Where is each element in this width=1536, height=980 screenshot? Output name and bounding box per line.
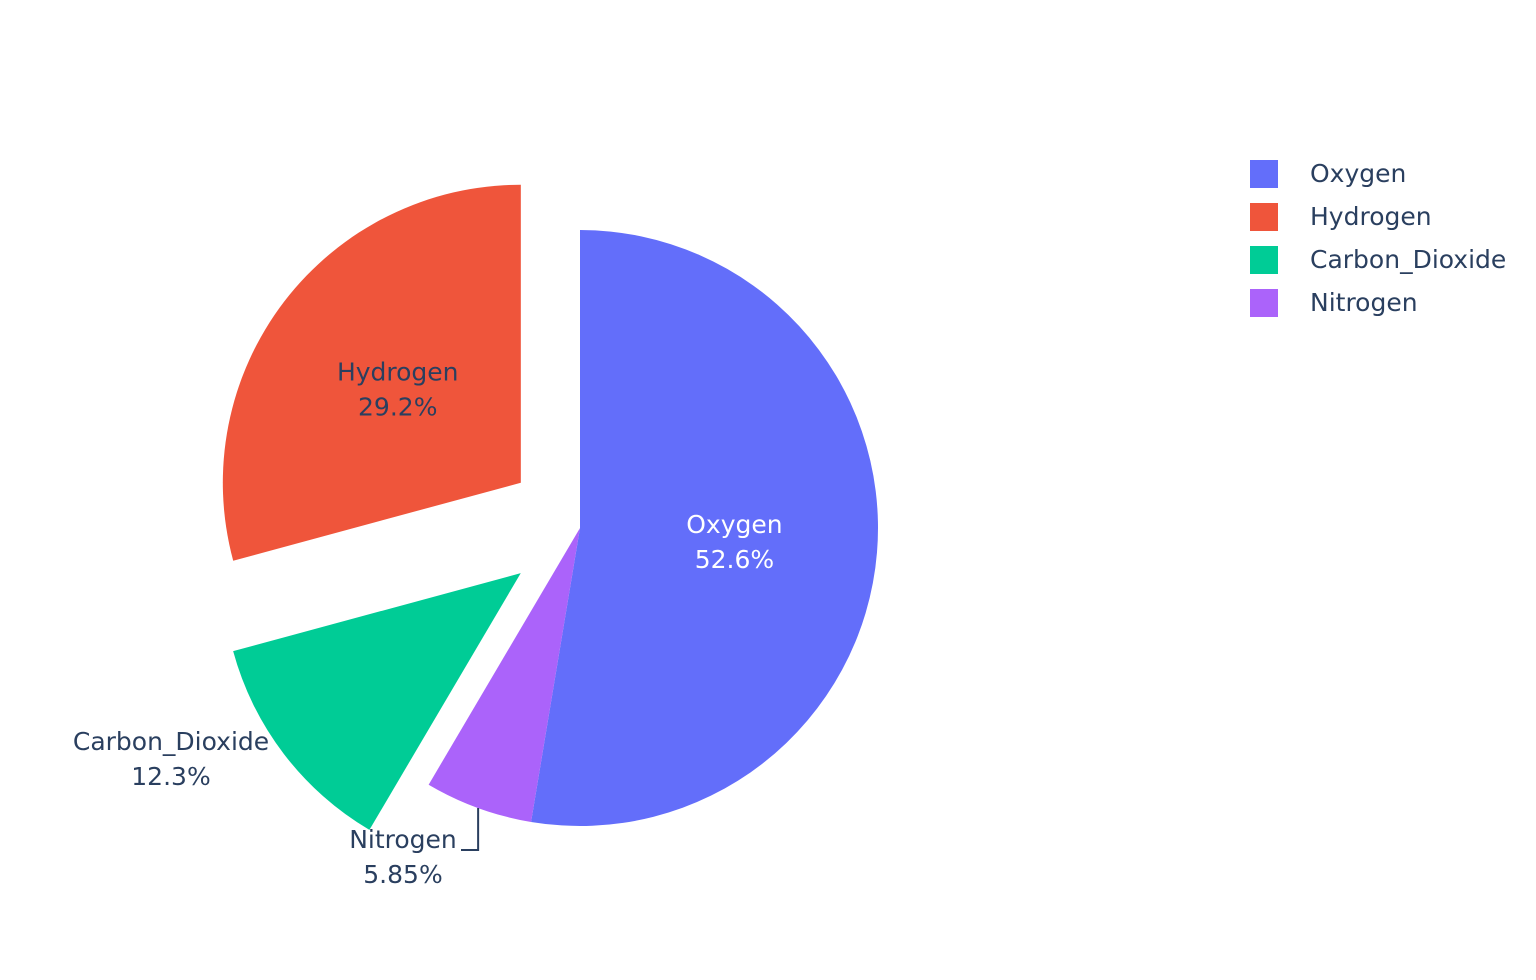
pie-slice-nitrogen[interactable] [428, 528, 580, 822]
legend-item-hydrogen[interactable]: Hydrogen [1250, 195, 1506, 238]
legend-item-oxygen[interactable]: Oxygen [1250, 152, 1506, 195]
pie-labels: Oxygen 52.6% Nitrogen 5.85% Carbon_Dioxide 12… [73, 358, 783, 889]
legend-label-nitrogen: Nitrogen [1310, 288, 1418, 317]
legend-swatch-hydrogen [1250, 202, 1278, 231]
legend-label-oxygen: Oxygen [1310, 159, 1407, 188]
legend-swatch-oxygen [1250, 159, 1278, 188]
chart-legend: Oxygen Hydrogen Carbon_Dioxide Nitrogen [1250, 152, 1506, 324]
pie-slice-carbon-dioxide[interactable] [233, 573, 521, 830]
pie-label-carbon-dioxide: Carbon_Dioxide 12.3% [73, 727, 269, 791]
leader-line-nitrogen [461, 808, 480, 852]
legend-label-carbon-dioxide: Carbon_Dioxide [1310, 245, 1507, 274]
legend-swatch-carbon-dioxide [1250, 245, 1278, 274]
legend-label-hydrogen: Hydrogen [1310, 202, 1432, 231]
legend-item-nitrogen[interactable]: Nitrogen [1250, 281, 1506, 324]
pie-label-oxygen: Oxygen 52.6% [686, 510, 782, 574]
pie-slices [222, 184, 878, 830]
pie-slice-oxygen[interactable] [531, 230, 878, 827]
pie-label-hydrogen: Hydrogen 29.2% [337, 358, 459, 422]
pie-leader-lines [461, 808, 480, 852]
legend-swatch-nitrogen [1250, 288, 1278, 317]
legend-item-carbon-dioxide[interactable]: Carbon_Dioxide [1250, 238, 1506, 281]
pie-label-nitrogen: Nitrogen 5.85% [349, 825, 457, 889]
pie-slice-hydrogen[interactable] [222, 184, 521, 561]
